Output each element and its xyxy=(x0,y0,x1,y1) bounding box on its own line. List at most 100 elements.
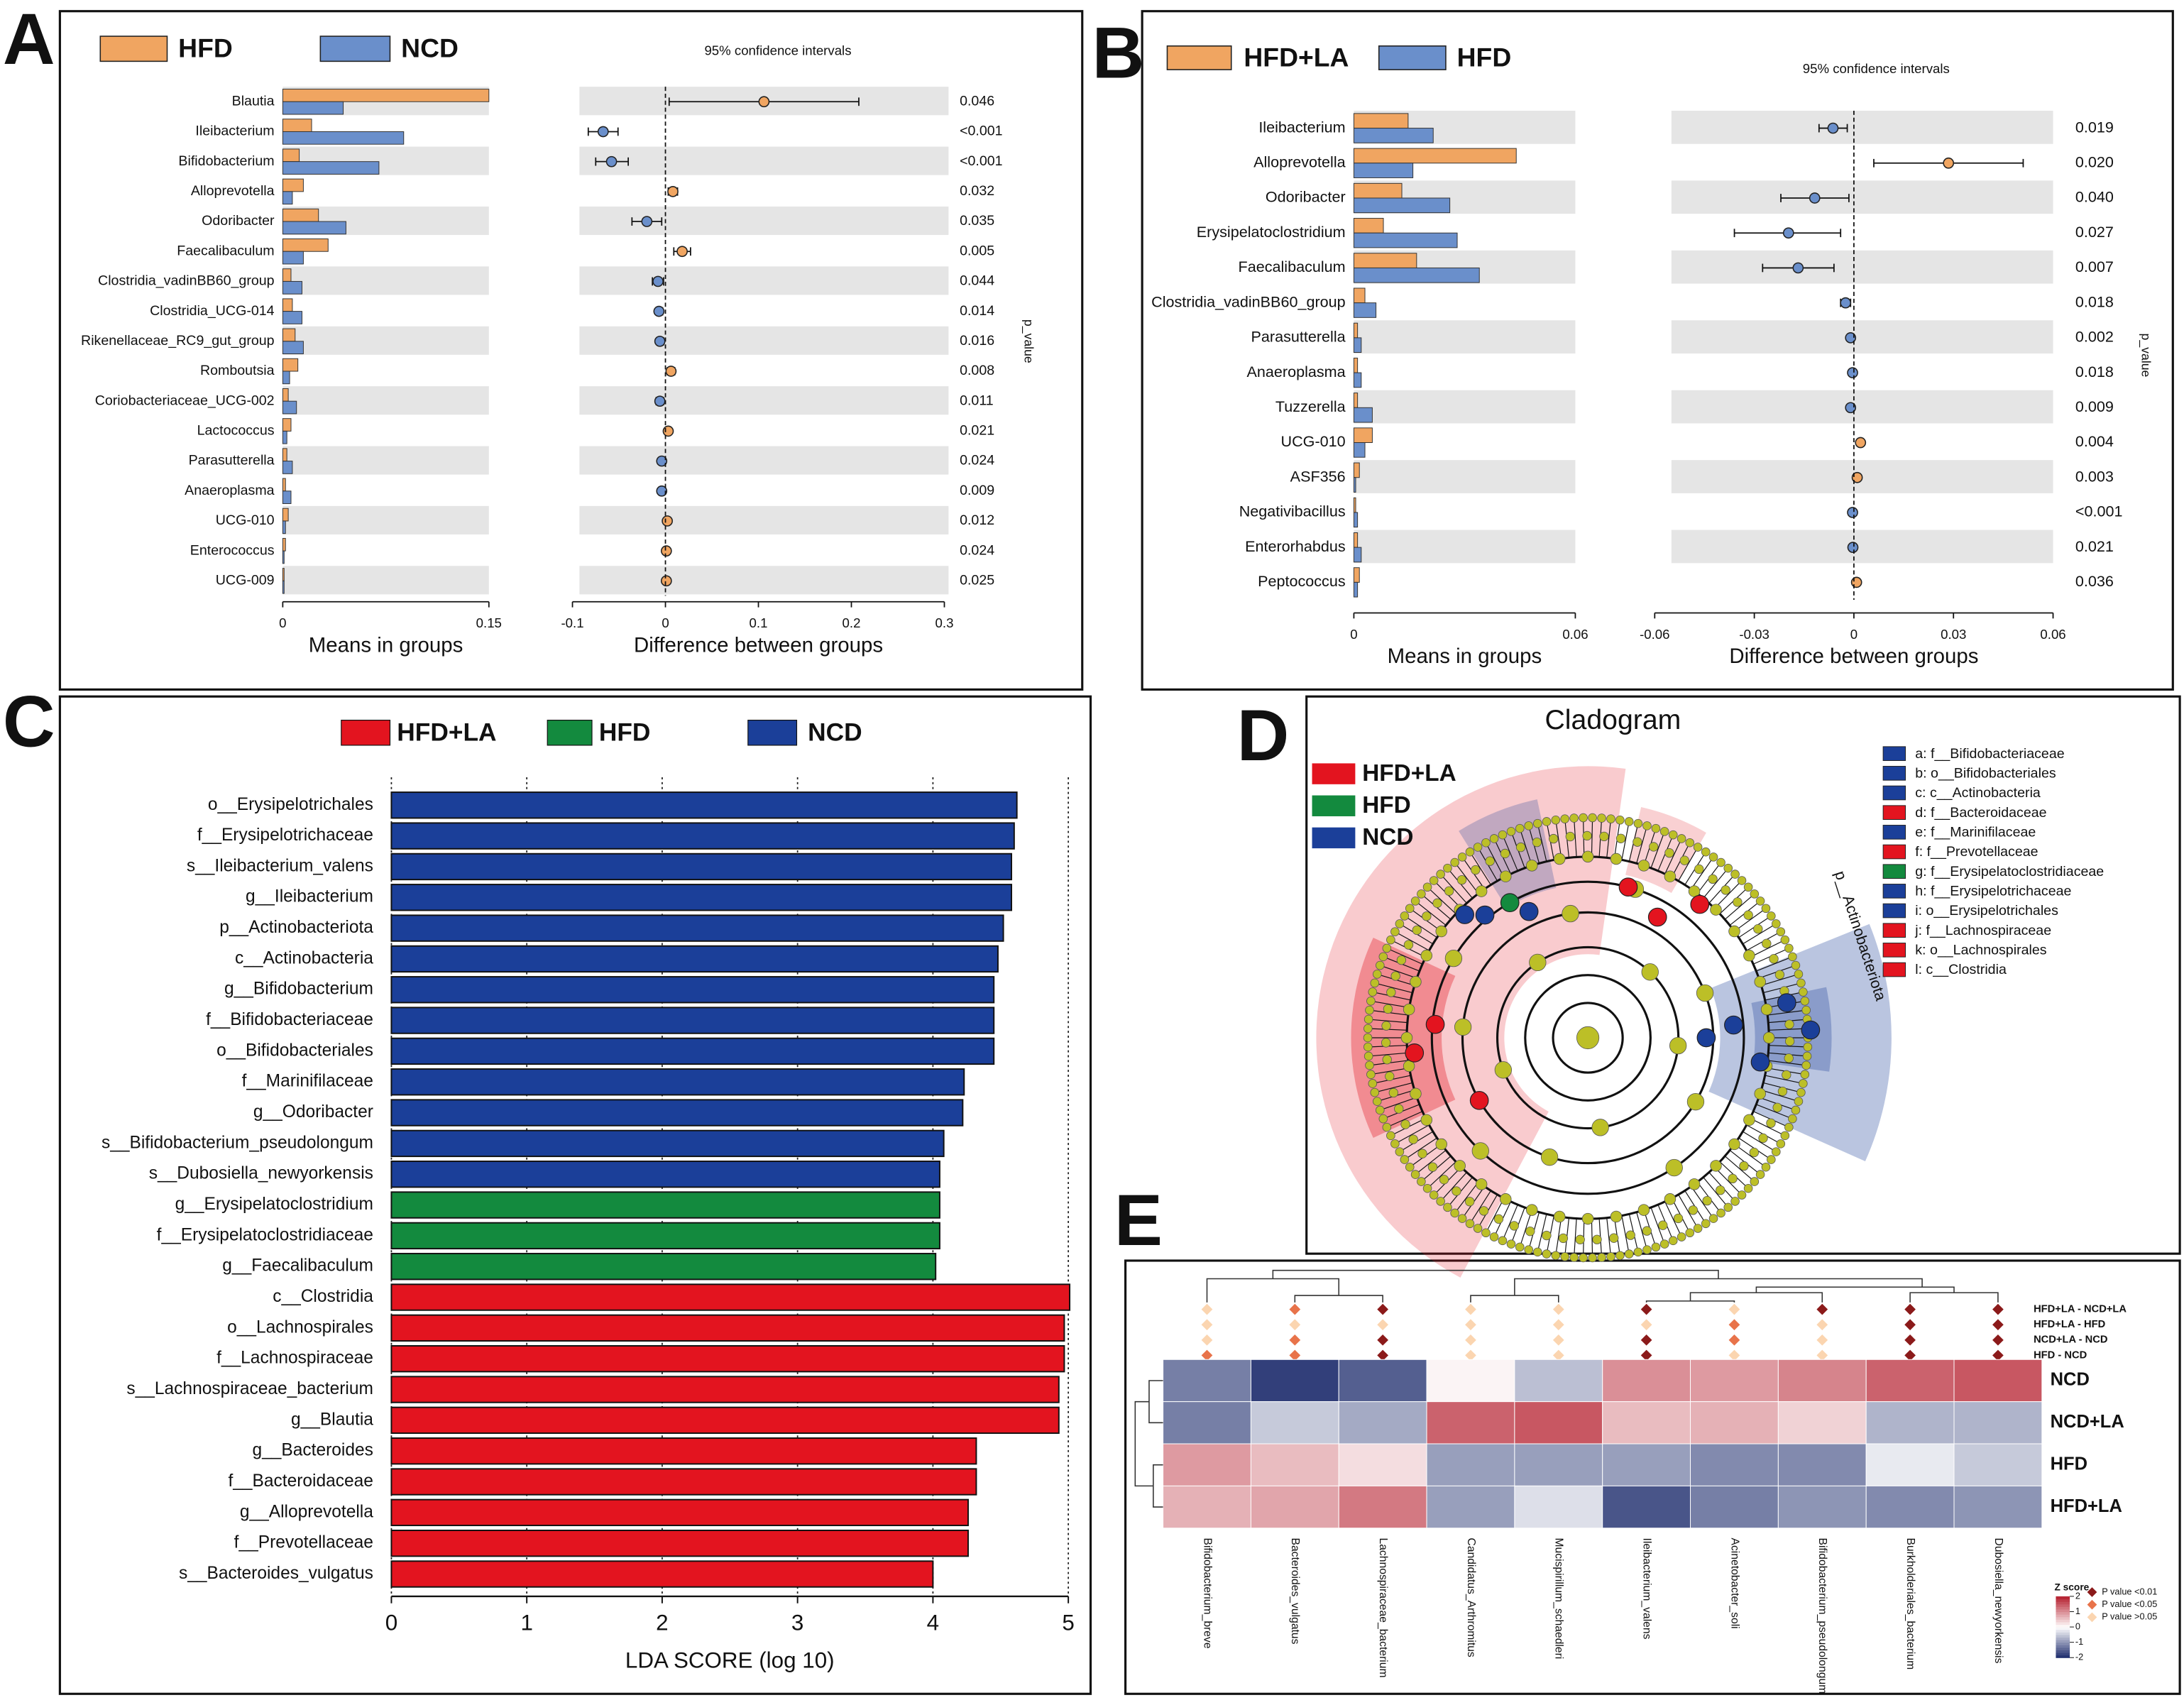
colorbar-step xyxy=(2056,1632,2070,1635)
category-label: Tuzzerella xyxy=(1275,398,1346,415)
heatmap-cell xyxy=(1514,1443,1603,1486)
tree-node xyxy=(1579,813,1588,823)
legend-swatch xyxy=(747,719,798,746)
heatmap-cell xyxy=(1250,1401,1339,1444)
tree-branch xyxy=(1724,893,1755,920)
row-band xyxy=(579,206,949,236)
tree-branch xyxy=(1415,900,1447,926)
category-label: c__Actinobacteria xyxy=(235,948,373,967)
tree-branch xyxy=(1502,1204,1518,1241)
tree-node xyxy=(1529,953,1547,972)
legend-label: HFD xyxy=(1362,792,1411,818)
tree-node xyxy=(1802,1051,1812,1061)
p-value: 0.046 xyxy=(960,93,994,109)
tree-node xyxy=(1659,827,1669,836)
tree-node xyxy=(1500,1193,1512,1205)
tree-branch xyxy=(1734,1144,1767,1168)
tree-branch xyxy=(1756,956,1793,972)
p-value: <0.001 xyxy=(2075,503,2123,520)
tree-node xyxy=(1776,927,1786,936)
tree-node xyxy=(1772,1102,1782,1112)
row-band xyxy=(1671,530,2053,564)
category-label: c__Clostridia xyxy=(273,1287,373,1306)
tree-node xyxy=(1366,997,1376,1006)
tree-node xyxy=(1524,821,1534,830)
colorbar-title: Z score xyxy=(2054,1582,2089,1593)
category-label: Lactococcus xyxy=(197,423,275,439)
x-axis-label: Difference between groups xyxy=(634,633,883,657)
tree-node xyxy=(1542,817,1552,826)
category-label: g__Alloprevotella xyxy=(240,1502,373,1521)
tree-node xyxy=(1624,817,1634,826)
bar xyxy=(1353,372,1362,388)
tree-node xyxy=(1540,1148,1559,1166)
tree-node xyxy=(1701,847,1711,857)
tree-node xyxy=(1609,1233,1619,1243)
significance-marker xyxy=(1728,1319,1740,1331)
x-tick-label: 4 xyxy=(927,1610,939,1635)
tree-node xyxy=(1464,1197,1475,1207)
dendrogram xyxy=(1645,1300,1735,1303)
heatmap-cell xyxy=(1514,1485,1603,1529)
tree-node xyxy=(1420,1114,1433,1126)
tree-node xyxy=(1588,1253,1597,1263)
heatmap-cell xyxy=(1602,1401,1691,1444)
significance-marker xyxy=(1816,1319,1828,1331)
category-label: Faecalibaculum xyxy=(177,243,274,258)
significance-marker xyxy=(1992,1303,2004,1315)
heatmap-cell xyxy=(1777,1443,1867,1486)
tree-node xyxy=(1444,886,1454,896)
tree-node xyxy=(1370,1087,1380,1097)
tree-node xyxy=(1782,1070,1791,1080)
tree-node xyxy=(1553,852,1566,865)
tree-node xyxy=(1716,857,1725,867)
tree-branch xyxy=(1734,908,1767,932)
colorbar-step xyxy=(2056,1614,2070,1618)
tree-branch xyxy=(1395,1124,1430,1144)
dendrogram xyxy=(1294,1295,1383,1303)
colorbar-step xyxy=(2056,1647,2070,1651)
colorbar-step xyxy=(2056,1601,2070,1605)
p-value: 0.021 xyxy=(2075,537,2114,555)
tree-node xyxy=(1408,1134,1418,1144)
legend-swatch xyxy=(1378,45,1447,70)
diff-point xyxy=(1943,157,1955,169)
tree-node xyxy=(1412,925,1422,936)
x-tick-label: 0.03 xyxy=(1941,627,1966,642)
tree-node xyxy=(1381,1021,1391,1031)
tree-node xyxy=(1780,935,1790,945)
bar xyxy=(282,239,329,252)
tree-node xyxy=(1651,823,1661,833)
tree-branch xyxy=(1743,923,1777,945)
bar xyxy=(1353,267,1480,283)
biomarker-node xyxy=(1519,901,1539,921)
tree-node xyxy=(1435,925,1447,938)
biomarker-node xyxy=(1475,905,1495,925)
biomarker-node xyxy=(1777,993,1796,1012)
heatmap-cell xyxy=(1602,1359,1691,1403)
category-label: g__Erysipelatoclostridium xyxy=(175,1195,373,1214)
bar xyxy=(390,976,995,1004)
tree-node xyxy=(1400,911,1410,921)
significance-marker xyxy=(1201,1319,1213,1331)
bar xyxy=(390,1129,945,1158)
bar xyxy=(390,945,999,973)
tree-node xyxy=(1664,870,1677,882)
tree-node xyxy=(1753,924,1763,934)
bar xyxy=(282,178,304,192)
tree-node xyxy=(1721,885,1730,895)
p-value: <0.001 xyxy=(960,124,1003,139)
p-value: 0.021 xyxy=(960,423,994,439)
tree-branch xyxy=(1386,1111,1423,1128)
p-value: 0.040 xyxy=(2075,188,2114,206)
heatmap-cell xyxy=(1777,1401,1867,1444)
significance-marker xyxy=(1640,1303,1652,1315)
column-label: Mucispirillum_schaedleri xyxy=(1553,1537,1565,1659)
category-label: Anaeroplasma xyxy=(1246,363,1345,380)
heatmap-cell xyxy=(1602,1443,1691,1486)
tree-node xyxy=(1637,860,1650,872)
row-band xyxy=(579,146,949,175)
tree-branch xyxy=(1650,831,1665,869)
legend-label: P value >0.05 xyxy=(2102,1611,2157,1622)
bar xyxy=(1353,148,1517,164)
